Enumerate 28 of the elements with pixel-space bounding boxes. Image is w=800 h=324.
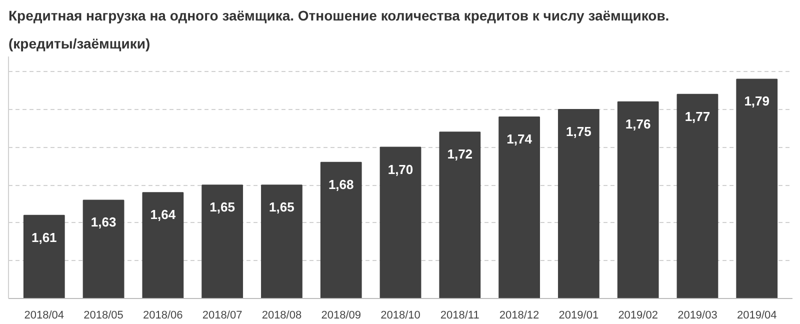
x-tick-label: 2019/03 <box>678 310 718 322</box>
data-label: 1,64 <box>150 207 176 222</box>
data-label: 1,70 <box>388 162 414 177</box>
x-tick-label: 2019/02 <box>618 310 658 322</box>
data-label: 1,79 <box>744 94 770 109</box>
x-tick-label: 2019/04 <box>736 310 777 322</box>
chart-subtitle: (кредиты/заёмщики) <box>8 36 150 52</box>
x-tick-label: 2018/09 <box>321 310 361 322</box>
data-label: 1,77 <box>684 108 710 124</box>
data-label: 1,65 <box>269 200 294 215</box>
data-label: 1,76 <box>625 116 651 132</box>
x-tick-label: 2018/11 <box>440 310 480 322</box>
chart-title: Кредитная нагрузка на одного заёмщика. Отношение количества кредитов к числу заёмщиков. <box>8 8 670 24</box>
data-label: 1,68 <box>328 176 354 192</box>
data-label: 1,74 <box>506 132 533 146</box>
x-tick-label: 2018/05 <box>84 310 124 322</box>
data-label: 1,72 <box>447 146 473 162</box>
x-tick-label: 2018/10 <box>380 310 420 322</box>
x-tick-label: 2019/01 <box>558 310 599 322</box>
data-label: 1,75 <box>566 124 592 139</box>
x-tick-label: 2018/04 <box>24 310 64 322</box>
x-tick-label: 2018/06 <box>143 310 183 322</box>
data-label: 1,65 <box>210 200 235 215</box>
data-label: 1,61 <box>31 230 57 245</box>
x-tick-label: 2018/08 <box>262 310 302 322</box>
data-label: 1,63 <box>90 214 116 230</box>
x-tick-label: 2018/07 <box>202 310 242 322</box>
x-tick-label: 2018/12 <box>499 310 540 322</box>
